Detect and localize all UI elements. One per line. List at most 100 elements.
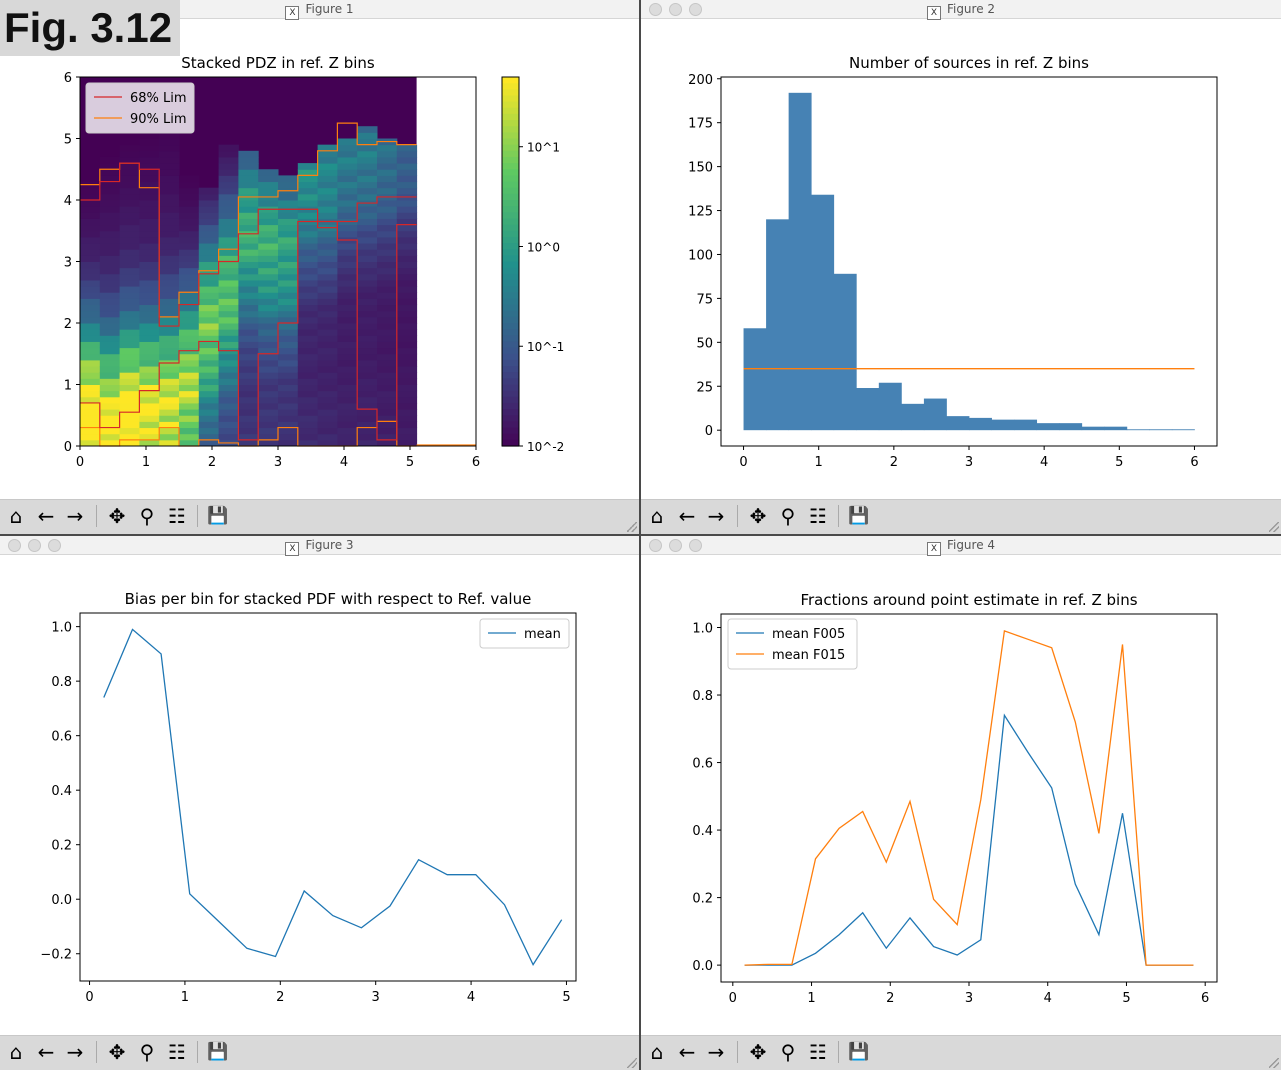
zoom-icon[interactable]: ⚲ [134, 503, 160, 529]
figure-4-plot[interactable]: Fractions around point estimate in ref. … [641, 555, 1281, 1035]
back-arrow-icon[interactable]: ← [674, 1039, 700, 1065]
heatmap-cell [297, 187, 319, 195]
forward-arrow-icon[interactable]: → [62, 503, 88, 529]
resize-grip[interactable] [1269, 1058, 1279, 1068]
heatmap-cell [99, 359, 121, 367]
heatmap-cell [337, 144, 358, 152]
forward-arrow-icon[interactable]: → [62, 1039, 88, 1065]
configure-subplots-icon[interactable]: ☷ [164, 1039, 190, 1065]
zoom-icon[interactable]: ⚲ [134, 1039, 160, 1065]
close-window-button[interactable] [8, 539, 21, 552]
forward-arrow-icon[interactable]: → [703, 503, 729, 529]
histogram-bar [1014, 419, 1038, 431]
heatmap-cell [218, 433, 239, 441]
figure-3-plot[interactable]: Bias per bin for stacked PDF with respec… [0, 555, 639, 1035]
heatmap-cell [377, 366, 398, 373]
zoom-window-button[interactable] [689, 539, 702, 552]
back-arrow-icon[interactable]: ← [674, 503, 700, 529]
resize-grip[interactable] [1269, 522, 1279, 532]
heatmap-cell [80, 415, 101, 422]
home-icon[interactable]: ⌂ [3, 503, 29, 529]
heatmap-cell [297, 200, 319, 207]
save-icon[interactable]: 💾 [205, 1039, 231, 1065]
heatmap-cell [198, 366, 220, 373]
forward-arrow-icon[interactable]: → [703, 1039, 729, 1065]
figure-4-window[interactable]: X Figure 4 Fractions around point estimat… [641, 536, 1281, 1070]
figure-3-window[interactable]: X Figure 3 Bias per bin for stacked PDF w… [0, 536, 639, 1070]
zoom-icon[interactable]: ⚲ [775, 503, 801, 529]
colorbar-segment [502, 433, 519, 441]
back-arrow-icon[interactable]: ← [33, 503, 59, 529]
heatmap-cell [278, 329, 299, 336]
heatmap-cell [337, 175, 358, 183]
configure-subplots-icon[interactable]: ☷ [805, 1039, 831, 1065]
heatmap-cell [258, 212, 279, 219]
heatmap-cell [377, 335, 398, 342]
heatmap-cell [377, 150, 398, 158]
configure-subplots-icon[interactable]: ☷ [805, 503, 831, 529]
x-tick-label: 4 [1040, 455, 1048, 470]
heatmap-cell [357, 144, 378, 152]
heatmap-cell [396, 335, 418, 342]
heatmap-cell [396, 218, 418, 226]
heatmap-cell [159, 366, 180, 373]
legend-label: 90% Lim [130, 112, 187, 127]
minimize-window-button[interactable] [28, 539, 41, 552]
heatmap-cell [198, 323, 220, 330]
axes-frame [79, 612, 577, 982]
figure-1-toolbar: ⌂ ← → ✥ ⚲ ☷ 💾 [0, 499, 639, 534]
heatmap-cell [99, 163, 121, 170]
minimize-window-button[interactable] [669, 3, 682, 16]
save-icon[interactable]: 💾 [205, 503, 231, 529]
heatmap-cell [278, 230, 299, 238]
figure-1-window[interactable]: X Figure 1 Stacked PDZ in ref. Z bins 0 1 2 3… [0, 0, 639, 534]
save-icon[interactable]: 💾 [846, 1039, 872, 1065]
pan-icon[interactable]: ✥ [104, 503, 130, 529]
horizontal-divider [0, 534, 1281, 536]
legend-box [479, 618, 570, 649]
heatmap-cell [258, 415, 279, 422]
zoom-window-button[interactable] [689, 3, 702, 16]
resize-grip[interactable] [627, 522, 637, 532]
configure-subplots-icon[interactable]: ☷ [164, 503, 190, 529]
heatmap-cell [377, 292, 398, 299]
heatmap-cell [179, 359, 200, 367]
heatmap-cell [218, 193, 239, 201]
heatmap-cell [396, 200, 418, 207]
heatmap-cell [119, 415, 140, 422]
x11-icon: X [285, 542, 300, 556]
y-tick-label: 25 [696, 380, 713, 395]
pan-icon[interactable]: ✥ [104, 1039, 130, 1065]
back-arrow-icon-glyph: ← [678, 1040, 696, 1064]
resize-grip[interactable] [627, 1058, 637, 1068]
home-icon[interactable]: ⌂ [644, 503, 670, 529]
close-window-button[interactable] [649, 3, 662, 16]
zoom-icon[interactable]: ⚲ [775, 1039, 801, 1065]
figure-3-titlebar[interactable]: X Figure 3 [0, 536, 639, 556]
save-icon[interactable]: 💾 [846, 503, 872, 529]
heatmap-cell [278, 323, 299, 330]
close-window-button[interactable] [649, 539, 662, 552]
figure-2-plot[interactable]: Number of sources in ref. Z bins 0 1 2 3 4 5 6 0… [641, 19, 1281, 499]
figure-2-titlebar[interactable]: X Figure 2 [641, 0, 1281, 20]
pan-icon[interactable]: ✥ [745, 503, 771, 529]
heatmap-cell [396, 292, 418, 299]
heatmap-cell [317, 415, 338, 422]
heatmap-cell [238, 243, 259, 250]
home-icon[interactable]: ⌂ [644, 1039, 670, 1065]
heatmap-cell [139, 286, 160, 293]
back-arrow-icon[interactable]: ← [33, 1039, 59, 1065]
minimize-window-button[interactable] [669, 539, 682, 552]
figure-4-titlebar[interactable]: X Figure 4 [641, 536, 1281, 556]
heatmap-cell [159, 286, 180, 293]
heatmap-cell [377, 144, 398, 152]
heatmap-cell [80, 193, 101, 201]
heatmap-cell [297, 433, 319, 441]
heatmap-cell [218, 273, 239, 281]
heatmap-cell [396, 206, 418, 213]
pan-icon[interactable]: ✥ [745, 1039, 771, 1065]
zoom-window-button[interactable] [48, 539, 61, 552]
figure-2-window[interactable]: X Figure 2 Number of sources in ref. Z bi… [641, 0, 1281, 534]
home-icon[interactable]: ⌂ [3, 1039, 29, 1065]
